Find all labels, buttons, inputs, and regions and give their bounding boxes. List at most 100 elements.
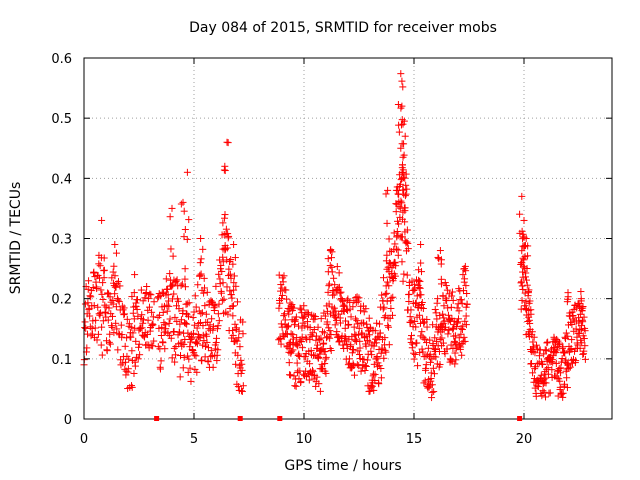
data-point	[525, 316, 533, 324]
data-point	[239, 382, 247, 390]
data-point	[290, 304, 298, 312]
data-point	[144, 306, 152, 314]
data-point	[401, 174, 409, 182]
data-point	[328, 263, 336, 271]
data-point	[360, 356, 368, 364]
data-point	[523, 276, 531, 284]
data-point	[130, 369, 138, 377]
data-point	[86, 312, 94, 320]
data-point	[333, 328, 341, 336]
data-point	[375, 380, 383, 388]
data-point	[92, 316, 100, 324]
data-point	[200, 289, 208, 297]
data-point	[229, 312, 237, 320]
data-point	[429, 364, 437, 372]
data-point	[90, 268, 98, 276]
data-point	[532, 392, 540, 400]
y-tick-label: 0.5	[51, 112, 72, 127]
data-point	[220, 295, 228, 303]
data-point	[109, 312, 117, 320]
data-point	[225, 265, 233, 273]
data-point	[114, 346, 122, 354]
data-point	[232, 282, 240, 290]
data-point	[427, 358, 434, 366]
data-point	[138, 324, 146, 332]
data-point	[454, 318, 462, 326]
data-point	[331, 313, 339, 321]
data-point	[561, 380, 569, 388]
data-point	[346, 298, 354, 306]
data-point	[462, 312, 470, 320]
data-point	[129, 329, 137, 337]
data-point	[568, 321, 576, 329]
data-point	[139, 316, 147, 324]
data-point	[362, 305, 370, 313]
data-point	[401, 228, 409, 236]
data-point	[149, 342, 157, 350]
data-point	[201, 342, 209, 350]
data-point	[158, 288, 166, 296]
y-axis-label: SRMTID / TECUs	[8, 182, 24, 295]
y-tick-label: 0.1	[51, 353, 72, 368]
data-point	[325, 282, 333, 290]
data-point	[576, 303, 584, 311]
data-point	[171, 358, 179, 366]
data-point	[412, 323, 420, 331]
data-point	[520, 243, 528, 251]
data-point	[524, 289, 532, 297]
data-point	[229, 260, 237, 268]
data-point	[406, 313, 414, 321]
data-point	[454, 315, 462, 323]
data-point	[448, 292, 456, 300]
data-point	[544, 370, 552, 378]
data-point	[87, 287, 95, 295]
data-point	[143, 283, 151, 291]
data-point	[553, 346, 561, 354]
data-point	[330, 291, 338, 299]
data-point	[559, 343, 567, 351]
data-point	[330, 304, 338, 312]
data-point	[291, 321, 299, 329]
data-point	[399, 277, 407, 285]
data-point	[144, 316, 152, 324]
data-point	[144, 295, 152, 303]
data-point	[300, 312, 308, 320]
data-point	[130, 289, 138, 297]
data-point	[565, 364, 573, 372]
data-point	[363, 320, 371, 328]
data-point	[207, 297, 215, 305]
data-point	[123, 315, 131, 323]
data-point	[225, 232, 233, 240]
data-point	[326, 262, 334, 270]
data-point	[115, 330, 123, 338]
data-point	[291, 382, 299, 390]
data-point	[193, 338, 201, 346]
data-point	[348, 363, 356, 371]
data-point	[522, 298, 530, 306]
data-point	[463, 300, 471, 308]
data-point	[185, 216, 193, 224]
data-point	[410, 355, 418, 363]
data-point	[231, 254, 239, 262]
data-point	[575, 330, 583, 338]
chart-title: Day 084 of 2015, SRMTID for receiver mob…	[189, 20, 497, 36]
data-point	[400, 270, 408, 278]
data-point	[223, 283, 231, 291]
data-point	[432, 353, 440, 361]
data-point	[387, 294, 395, 302]
data-point	[397, 144, 405, 152]
data-point	[166, 213, 174, 221]
data-point	[306, 324, 314, 332]
data-point	[442, 282, 450, 290]
data-point	[189, 329, 197, 337]
data-point	[542, 379, 550, 387]
data-point	[432, 345, 440, 353]
data-point	[340, 301, 348, 309]
data-point	[167, 245, 175, 253]
data-point	[385, 323, 393, 331]
data-point	[458, 299, 466, 307]
data-point	[191, 292, 199, 300]
data-point	[317, 315, 325, 323]
data-point	[183, 235, 191, 243]
data-point	[367, 347, 375, 355]
